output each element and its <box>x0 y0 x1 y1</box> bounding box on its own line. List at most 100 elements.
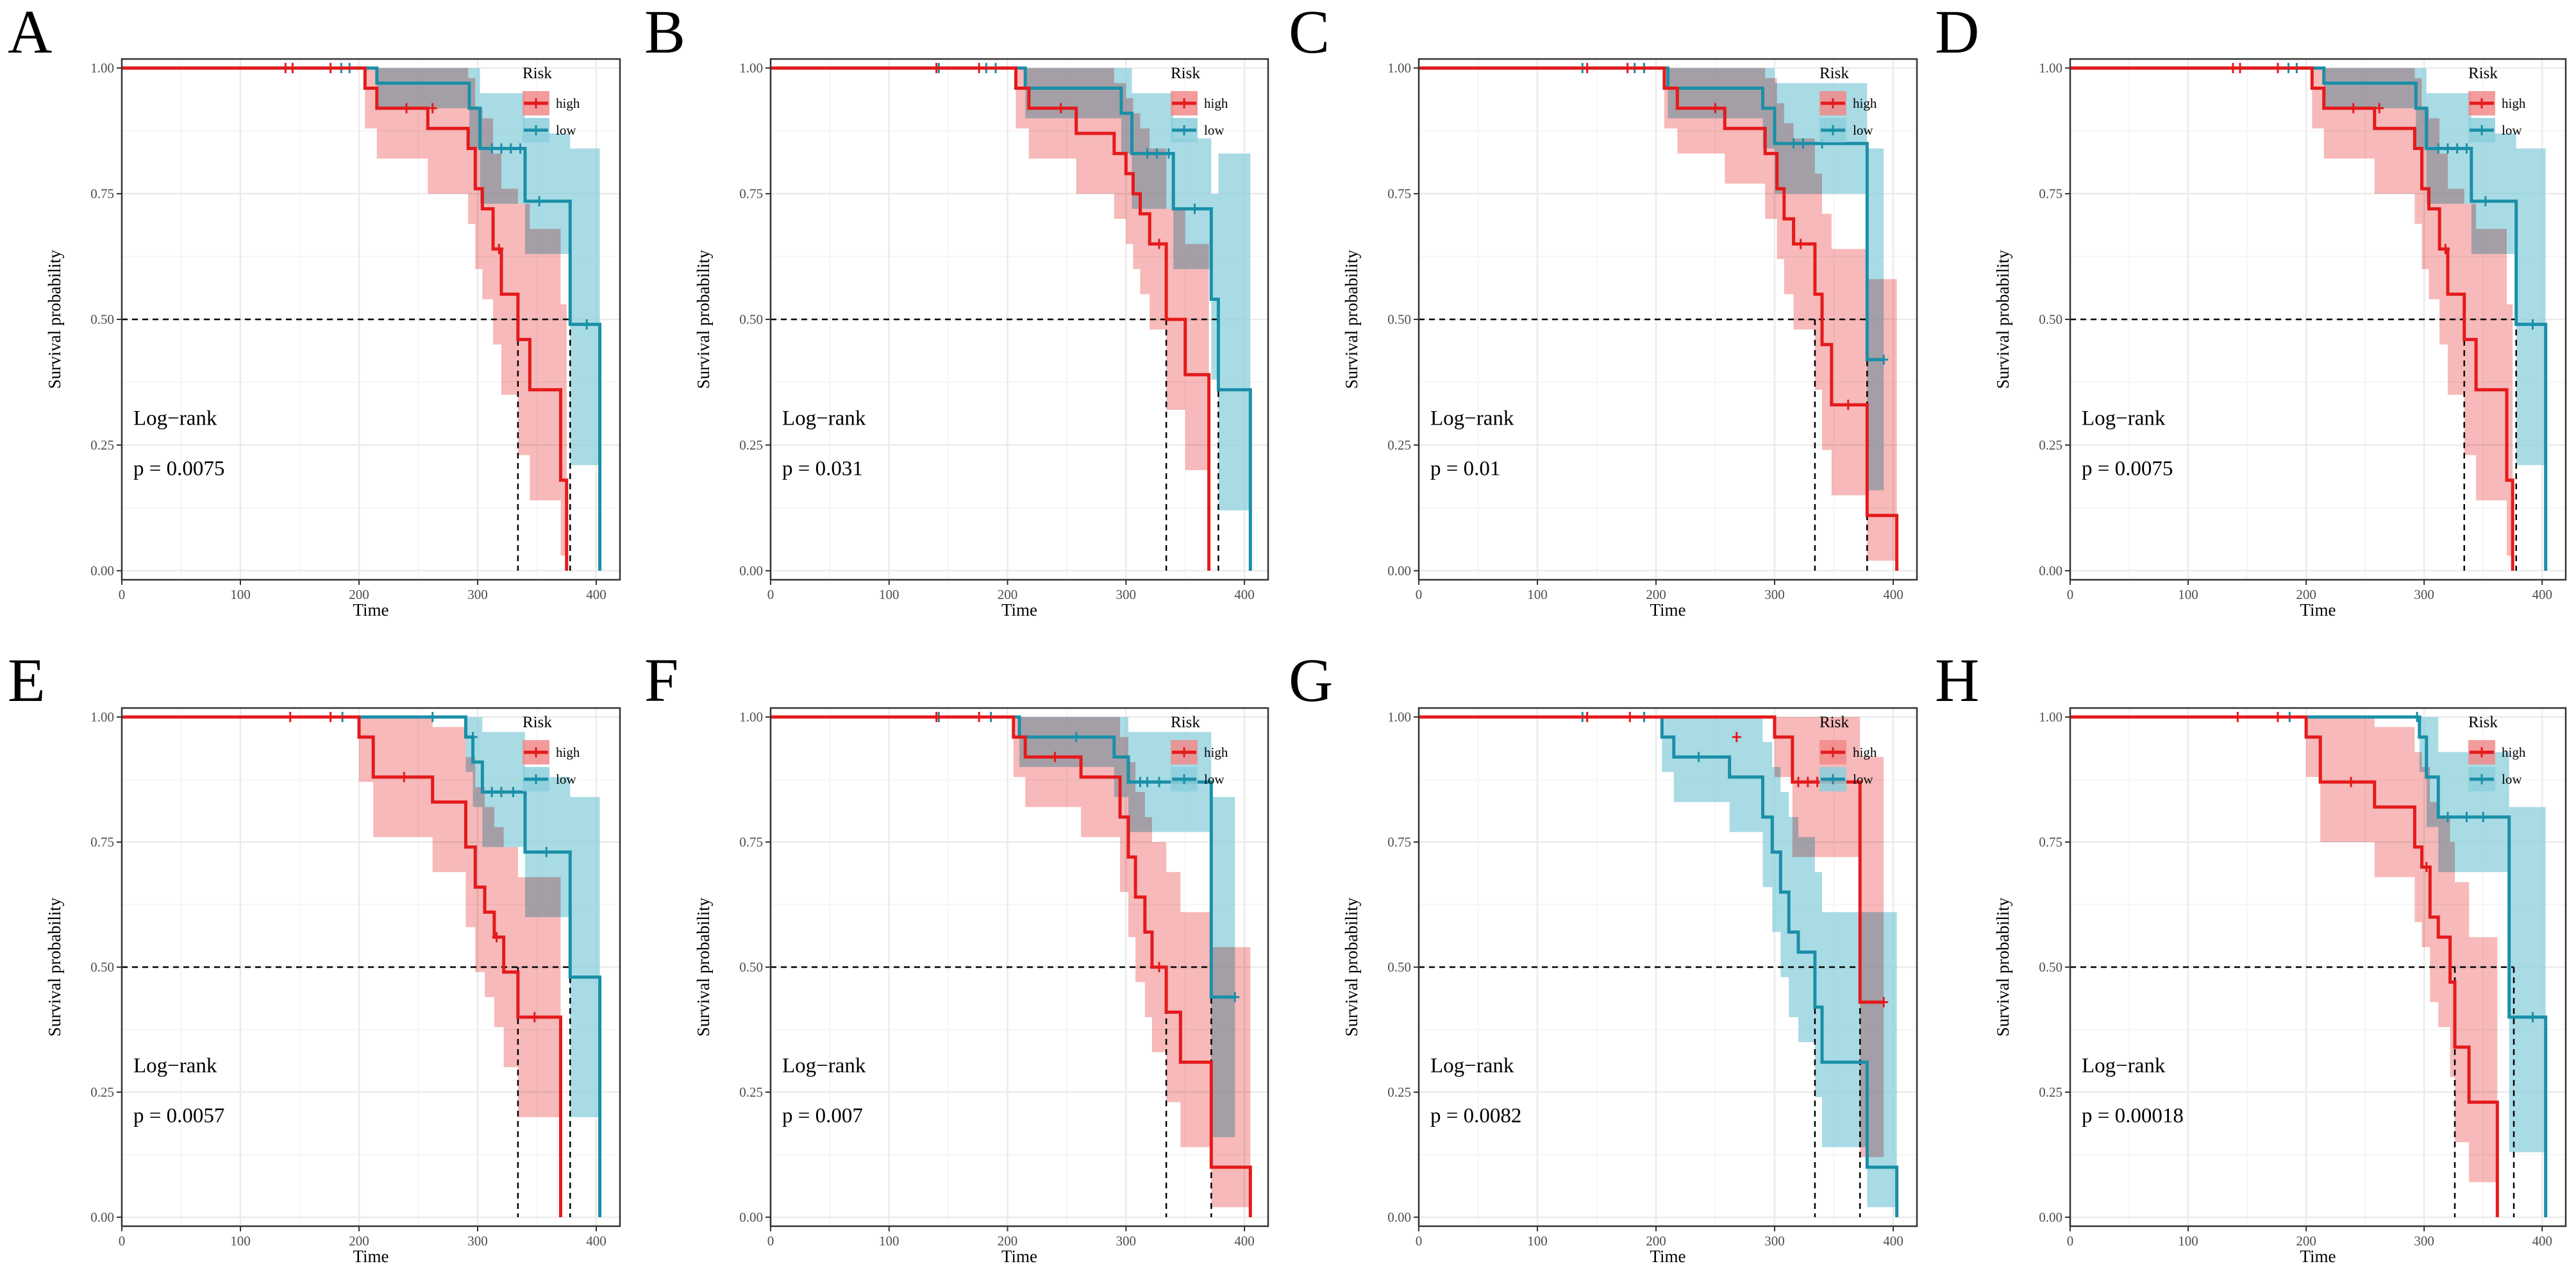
pvalue-label: p = 0.0075 <box>133 457 224 480</box>
logrank-label: Log−rank <box>2082 1054 2166 1077</box>
legend-label-high: high <box>2502 745 2526 760</box>
censor-mark-low <box>582 319 592 330</box>
censor-mark-low <box>1152 148 1162 159</box>
y-tick-label: 0.00 <box>1387 563 1411 578</box>
panel-letter: D <box>1935 0 1979 66</box>
legend-label-high: high <box>1853 96 1877 111</box>
km-curve-low <box>2070 66 2548 571</box>
y-tick-label: 0.50 <box>2039 959 2062 975</box>
x-tick-label: 100 <box>879 1233 899 1249</box>
censor-mark-high <box>1879 997 1889 1008</box>
pvalue-label: p = 0.0075 <box>2082 457 2173 480</box>
panel-letter: C <box>1289 0 1330 66</box>
x-tick-label: 300 <box>2414 587 2434 602</box>
x-tick-label: 400 <box>1883 1233 1903 1249</box>
km-curve-low <box>1419 66 1884 362</box>
x-tick-label: 100 <box>230 1233 251 1249</box>
legend-title: Risk <box>1819 714 1849 731</box>
x-tick-label: 0 <box>1416 1233 1423 1249</box>
y-tick-label: 0.25 <box>739 437 763 453</box>
x-tick-label: 300 <box>1116 587 1137 602</box>
panel-letter: B <box>644 0 685 66</box>
y-tick-label: 0.50 <box>90 959 114 975</box>
legend-label-high: high <box>1853 745 1877 760</box>
censor-mark-low <box>2462 812 2471 823</box>
censor-mark-high <box>1794 777 1803 788</box>
legend-label-low: low <box>1853 122 1873 138</box>
censor-mark-high <box>974 712 984 723</box>
y-axis-title: Survival probability <box>45 897 64 1036</box>
censor-mark-high <box>494 244 504 255</box>
censor-mark-high <box>2273 712 2282 723</box>
km-curve-low <box>122 715 602 1217</box>
y-tick-label: 1.00 <box>1387 60 1411 76</box>
censor-mark-high <box>285 712 295 723</box>
y-tick-label: 0.75 <box>90 186 114 201</box>
x-tick-label: 100 <box>1527 1233 1548 1249</box>
x-tick-label: 200 <box>349 1233 369 1249</box>
censor-mark-low <box>2434 143 2443 154</box>
censor-mark-low <box>428 712 437 723</box>
x-tick-label: 300 <box>1764 1233 1785 1249</box>
y-tick-label: 0.50 <box>2039 312 2062 327</box>
panel-B: B 0 100 200 300 400 0.00 0.25 0.50 0.75 1.00 Time Su… <box>644 0 1269 620</box>
x-tick-label: 400 <box>1883 587 1903 602</box>
ci-band-low <box>2070 717 2546 1217</box>
legend-title: Risk <box>1171 65 1200 82</box>
censor-mark-high <box>402 103 411 114</box>
pvalue-label: p = 0.01 <box>1430 457 1500 480</box>
censor-mark-high <box>2273 63 2282 74</box>
y-tick-label: 1.00 <box>2039 709 2062 725</box>
censor-mark-low <box>2413 712 2422 723</box>
censor-mark-low <box>1230 991 1240 1002</box>
x-tick-label: 0 <box>2067 587 2074 602</box>
y-tick-label: 0.00 <box>739 563 763 578</box>
y-tick-label: 0.00 <box>739 1210 763 1225</box>
legend-label-high: high <box>556 96 580 111</box>
y-tick-label: 0.25 <box>739 1084 763 1100</box>
ci-band-high <box>771 717 1251 1217</box>
pvalue-label: p = 0.0082 <box>1430 1104 1521 1127</box>
y-tick-label: 0.75 <box>739 834 763 850</box>
y-tick-label: 0.00 <box>2039 563 2062 578</box>
pvalue-label: p = 0.0057 <box>133 1104 224 1127</box>
y-tick-label: 1.00 <box>90 60 114 76</box>
panel-letter: H <box>1935 646 1979 714</box>
censor-mark-high <box>2236 63 2245 74</box>
y-tick-label: 0.50 <box>739 959 763 975</box>
x-tick-label: 100 <box>1527 587 1548 602</box>
censor-mark-high <box>288 63 297 74</box>
km-curve-high <box>122 66 569 571</box>
x-tick-label: 300 <box>2414 1233 2434 1249</box>
x-tick-label: 0 <box>2067 1233 2074 1249</box>
panel-G: G 0 100 200 300 400 0.00 0.25 0.50 0.75 1.00 Time Su… <box>1289 646 1918 1266</box>
censor-mark-high <box>1050 752 1060 763</box>
x-tick-label: 0 <box>119 587 126 602</box>
censor-mark-high <box>932 63 941 74</box>
censor-mark-low <box>487 143 497 154</box>
legend-label-low: low <box>2502 122 2522 138</box>
y-tick-label: 1.00 <box>739 709 763 725</box>
km-curve-high <box>2070 66 2514 571</box>
y-tick-label: 0.00 <box>1387 1210 1411 1225</box>
legend-label-low: low <box>1204 122 1225 138</box>
ci-band-high <box>771 68 1209 571</box>
pvalue-label: p = 0.007 <box>782 1104 863 1127</box>
y-axis-title: Survival probability <box>45 249 64 389</box>
x-tick-label: 300 <box>467 587 488 602</box>
censor-mark-high <box>326 712 335 723</box>
censor-mark-high <box>1582 63 1592 74</box>
x-tick-label: 200 <box>349 587 369 602</box>
censor-mark-high <box>1796 239 1805 249</box>
panel-E: E 0 100 200 300 400 0.00 0.25 0.50 0.75 1.00 Time Su… <box>8 646 621 1266</box>
logrank-label: Log−rank <box>133 407 217 430</box>
censor-mark-low <box>1164 148 1173 159</box>
x-axis-title: Time <box>2300 1247 2336 1266</box>
x-tick-label: 100 <box>2178 1233 2198 1249</box>
censor-mark-high <box>974 63 984 74</box>
censor-mark-low <box>1071 732 1081 743</box>
x-tick-label: 300 <box>1764 587 1785 602</box>
km-curve-high <box>122 715 562 1217</box>
censor-mark-low <box>497 143 506 154</box>
panel-letter: A <box>8 0 52 66</box>
